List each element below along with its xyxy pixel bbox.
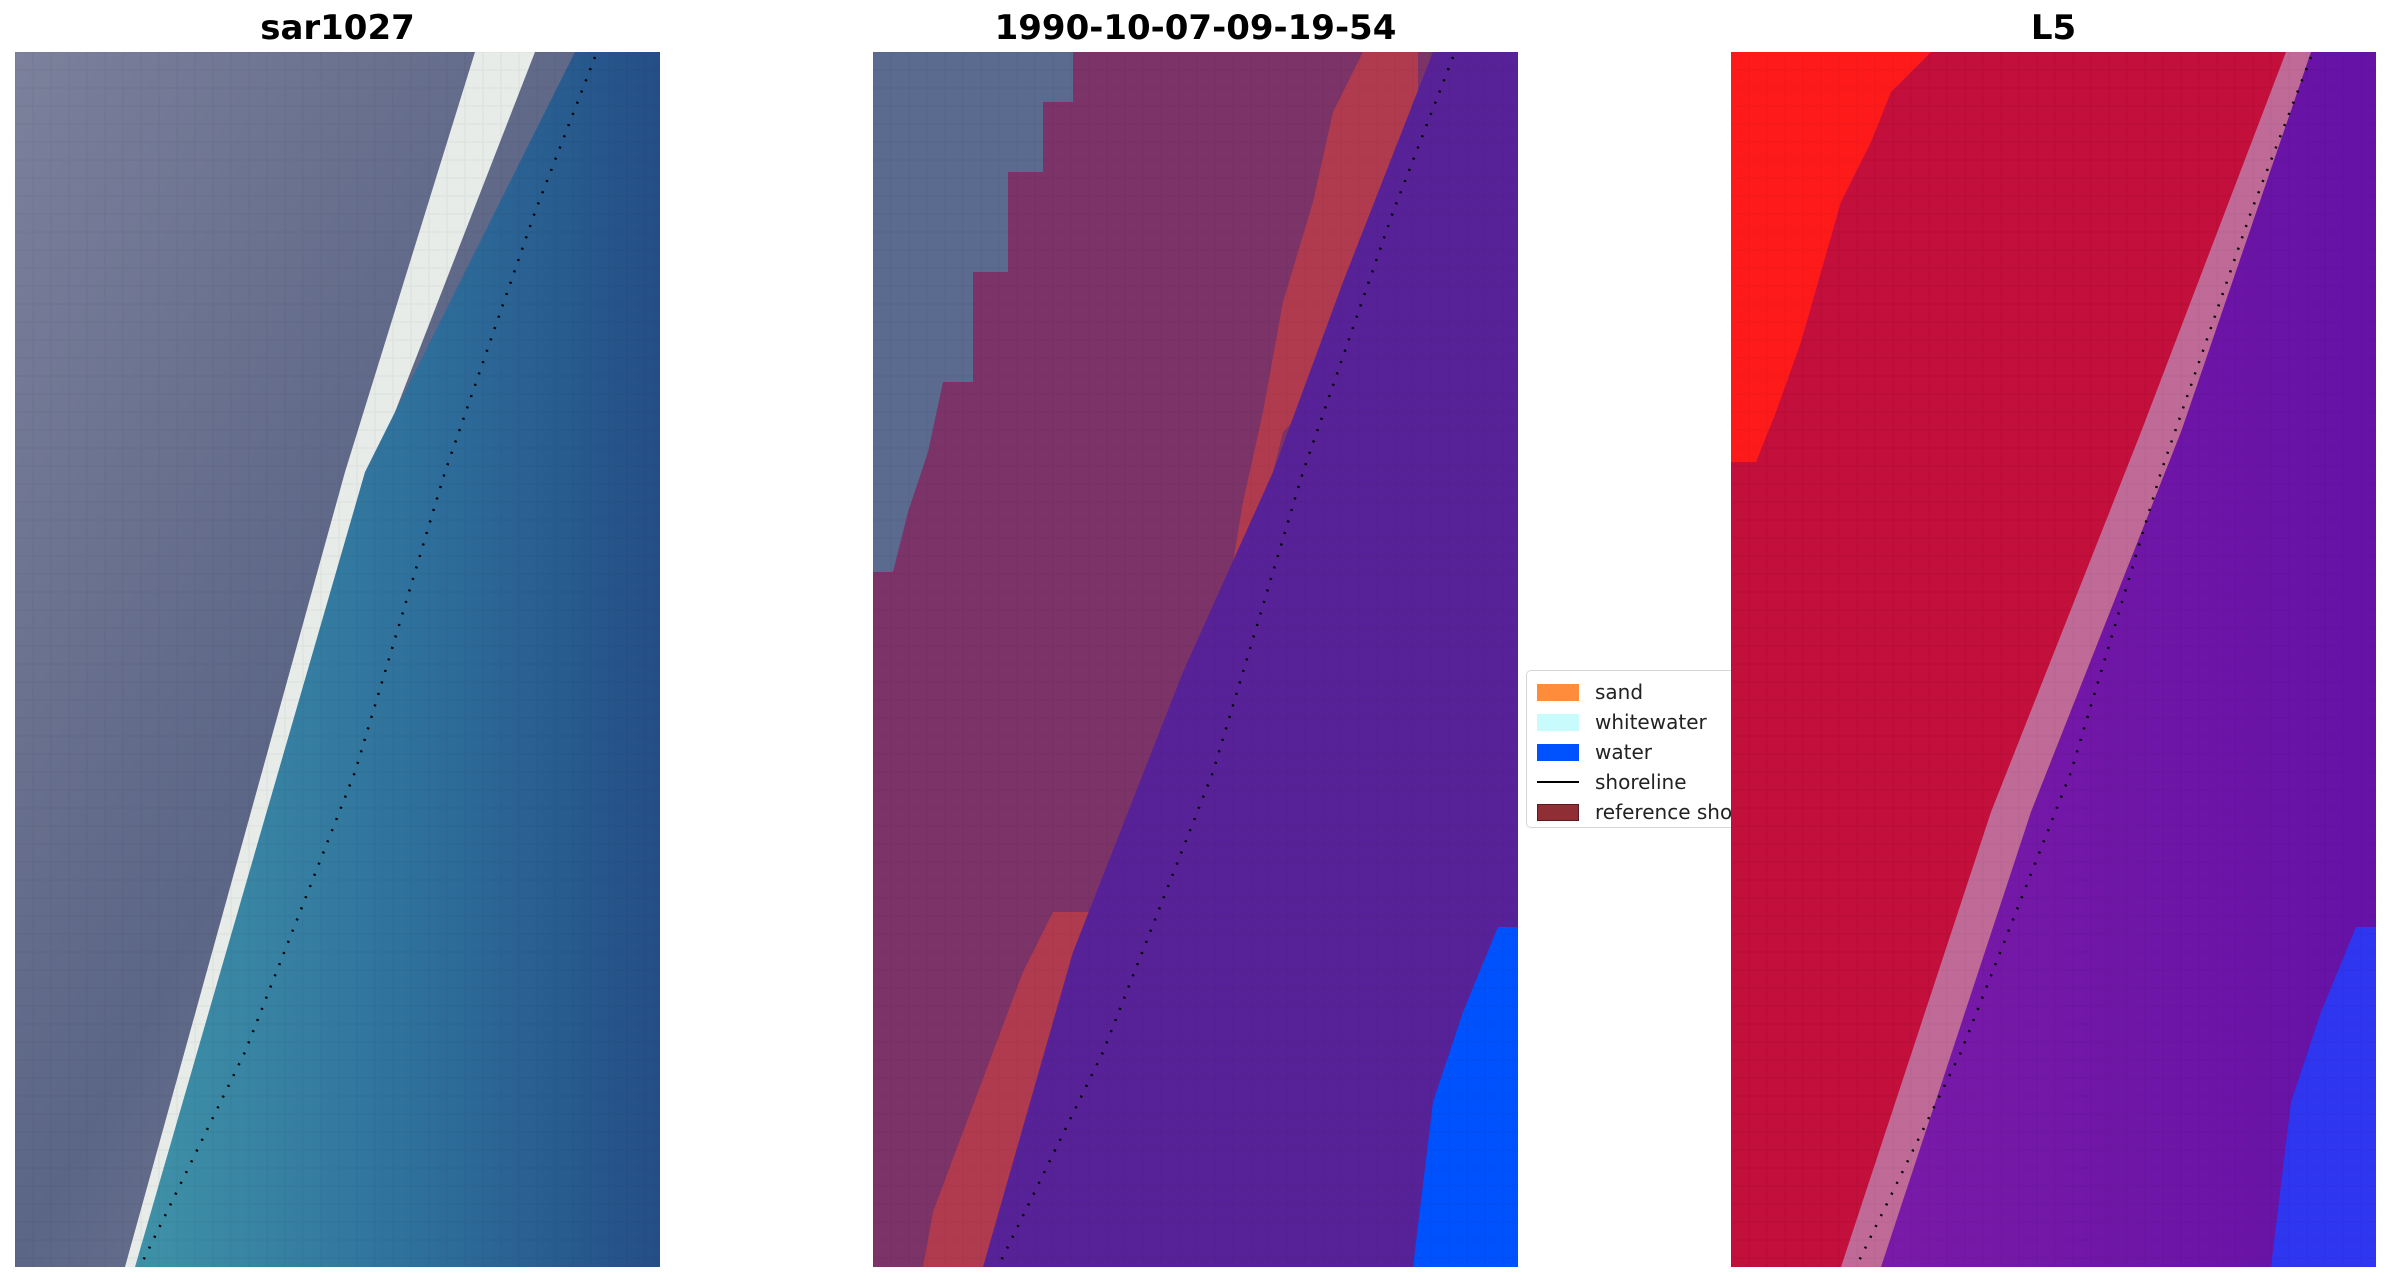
legend-swatch-sand <box>1537 683 1579 701</box>
legend-swatch-water <box>1537 743 1579 761</box>
legend-label-sand: sand <box>1595 680 1644 704</box>
legend-item-whitewater: whitewater <box>1537 709 1707 735</box>
legend-item-reference-shoreline: reference shoreline <box>1537 799 1736 825</box>
legend-item-water: water <box>1537 739 1652 765</box>
panel-title-sar1027: sar1027 <box>260 8 415 48</box>
legend-label-water: water <box>1595 740 1652 764</box>
panel-title-date: 1990-10-07-09-19-54 <box>994 8 1397 48</box>
legend-swatch-reference-shoreline <box>1537 803 1579 821</box>
legend-swatch-whitewater <box>1537 713 1579 731</box>
legend: sand whitewater water shoreline referenc… <box>1526 670 1736 828</box>
legend-label-shoreline: shoreline <box>1595 770 1687 794</box>
legend-item-sand: sand <box>1537 679 1643 705</box>
probability-image <box>1731 52 2376 1267</box>
legend-label-whitewater: whitewater <box>1595 710 1707 734</box>
legend-label-reference-shoreline: reference shoreline <box>1595 800 1736 824</box>
classified-image <box>873 52 1518 1267</box>
legend-line-shoreline <box>1537 780 1579 784</box>
legend-item-shoreline: shoreline <box>1537 769 1687 795</box>
satellite-rgb-image <box>15 52 660 1267</box>
panel-title-L5: L5 <box>2030 8 2077 48</box>
